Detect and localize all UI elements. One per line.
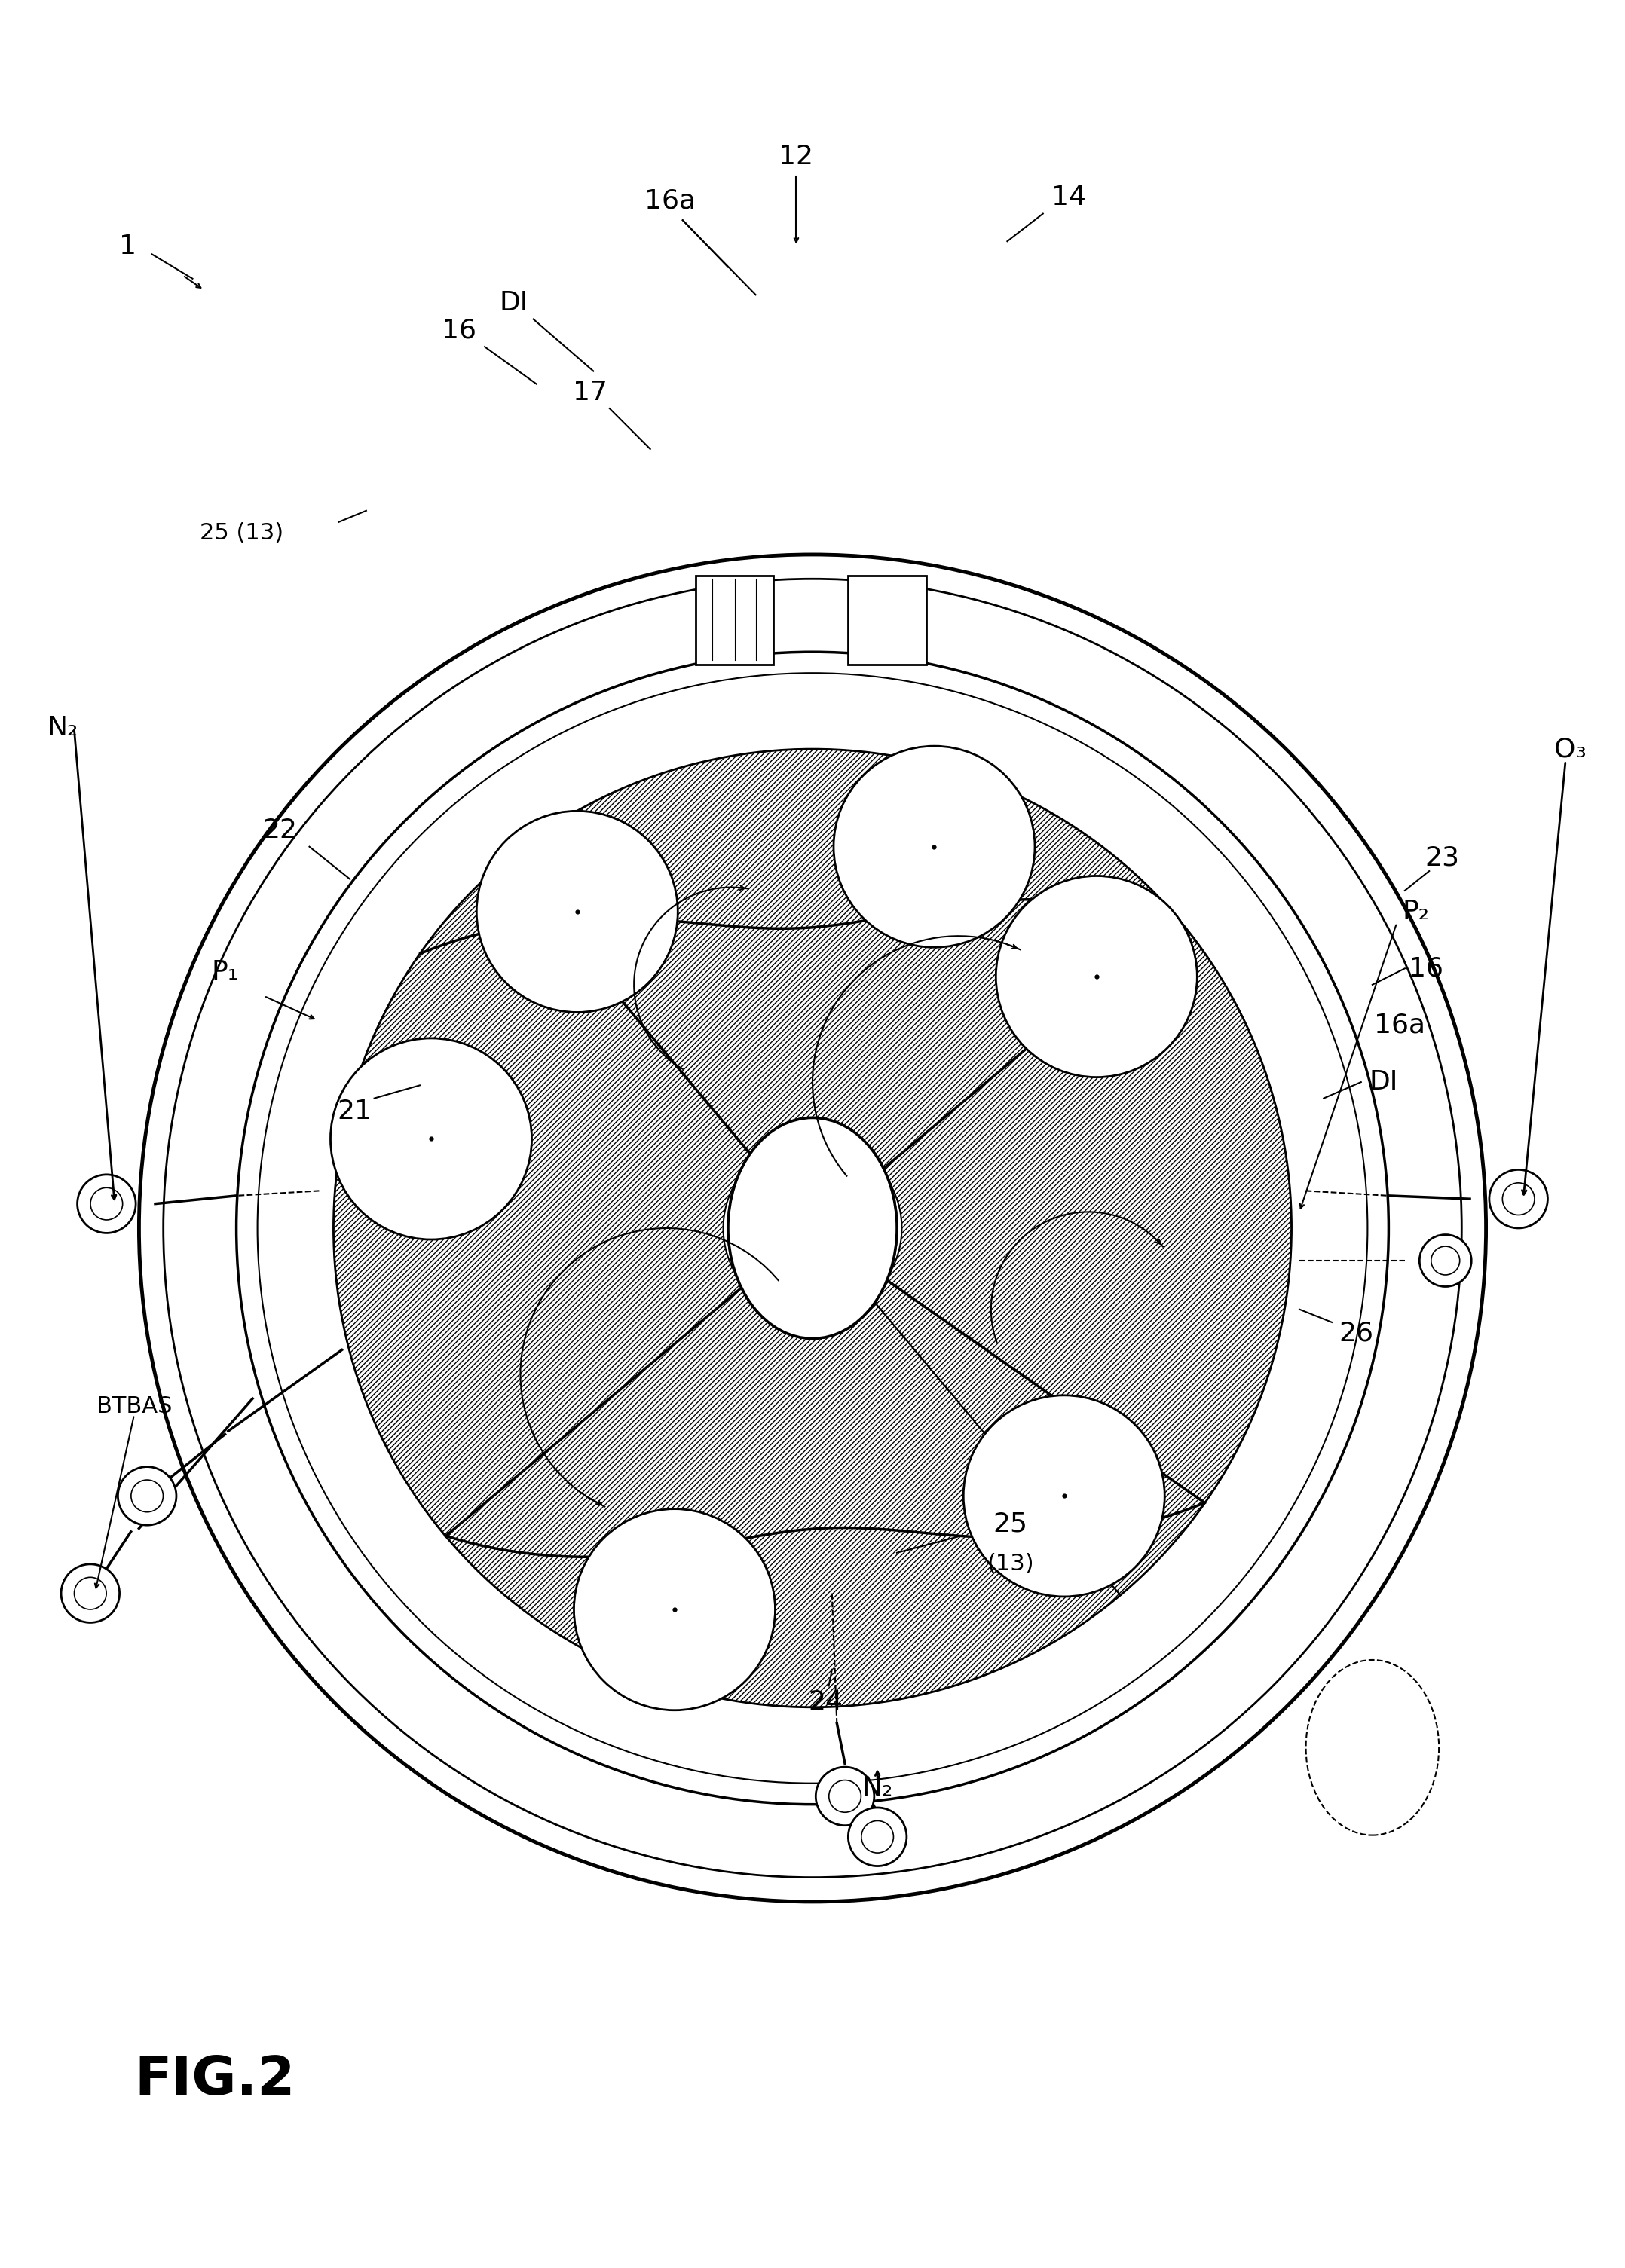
Text: 22: 22 bbox=[263, 819, 297, 844]
Circle shape bbox=[119, 1467, 177, 1524]
Text: 16a: 16a bbox=[644, 188, 696, 213]
Circle shape bbox=[861, 1821, 894, 1853]
FancyBboxPatch shape bbox=[848, 576, 926, 665]
Circle shape bbox=[1420, 1234, 1471, 1286]
Text: P₁: P₁ bbox=[211, 959, 239, 984]
Circle shape bbox=[78, 1175, 136, 1234]
Text: FIG.2: FIG.2 bbox=[135, 2055, 296, 2107]
Circle shape bbox=[574, 1508, 775, 1710]
Circle shape bbox=[257, 674, 1368, 1783]
Circle shape bbox=[834, 746, 1035, 948]
Text: DI: DI bbox=[1370, 1068, 1398, 1095]
Circle shape bbox=[829, 1780, 861, 1812]
Circle shape bbox=[816, 1767, 874, 1826]
Ellipse shape bbox=[728, 1118, 897, 1338]
Circle shape bbox=[333, 748, 1292, 1708]
Text: 16: 16 bbox=[442, 318, 476, 342]
Circle shape bbox=[964, 1395, 1165, 1597]
Circle shape bbox=[996, 875, 1198, 1077]
Circle shape bbox=[62, 1565, 120, 1622]
Circle shape bbox=[164, 578, 1461, 1878]
Text: 26: 26 bbox=[1339, 1320, 1373, 1347]
Text: 25: 25 bbox=[993, 1510, 1029, 1535]
Text: 16: 16 bbox=[1409, 955, 1443, 982]
Text: 24: 24 bbox=[808, 1690, 843, 1715]
Ellipse shape bbox=[728, 1118, 897, 1338]
Circle shape bbox=[1432, 1247, 1459, 1275]
Circle shape bbox=[236, 651, 1389, 1805]
Text: 14: 14 bbox=[1051, 184, 1086, 211]
Text: 21: 21 bbox=[338, 1098, 372, 1125]
Polygon shape bbox=[333, 862, 1120, 1708]
Circle shape bbox=[1488, 1170, 1547, 1229]
Text: (13): (13) bbox=[986, 1554, 1034, 1574]
Circle shape bbox=[132, 1481, 162, 1513]
FancyBboxPatch shape bbox=[696, 576, 774, 665]
Text: DI: DI bbox=[499, 290, 528, 315]
Text: BTBAS: BTBAS bbox=[96, 1395, 172, 1418]
Circle shape bbox=[91, 1188, 122, 1220]
Text: N₂: N₂ bbox=[861, 1776, 894, 1801]
Circle shape bbox=[75, 1576, 106, 1610]
Circle shape bbox=[330, 1039, 531, 1241]
Text: 12: 12 bbox=[778, 145, 814, 170]
Text: P₂: P₂ bbox=[1402, 898, 1430, 925]
Text: 25 (13): 25 (13) bbox=[200, 522, 283, 544]
Text: N₂: N₂ bbox=[47, 714, 78, 742]
Circle shape bbox=[848, 1808, 907, 1867]
Text: 16a: 16a bbox=[1375, 1012, 1425, 1039]
Text: O₃: O₃ bbox=[1553, 737, 1586, 762]
Polygon shape bbox=[505, 748, 1292, 1594]
Text: 17: 17 bbox=[574, 379, 608, 406]
Text: 1: 1 bbox=[119, 234, 136, 259]
Text: 23: 23 bbox=[1425, 846, 1459, 871]
Circle shape bbox=[476, 812, 678, 1012]
Circle shape bbox=[1503, 1184, 1534, 1216]
